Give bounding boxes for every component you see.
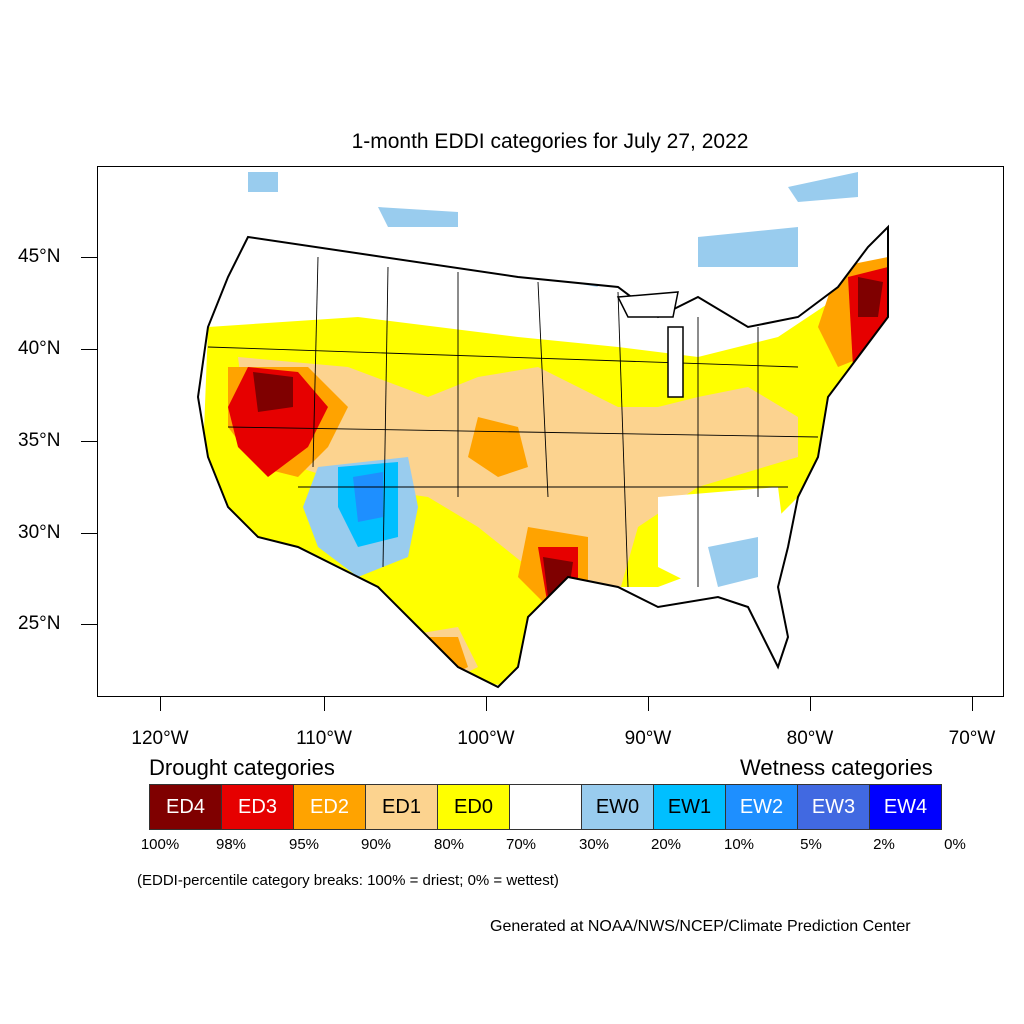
lake-michigan (667, 326, 684, 398)
ed3-region-west (228, 367, 328, 477)
break-label: 95% (288, 836, 320, 853)
lon-tick (324, 697, 325, 711)
ed4-region-nevada (253, 372, 293, 412)
break-label: 2% (873, 836, 895, 853)
break-label: 20% (650, 836, 682, 853)
credit-line: Generated at NOAA/NWS/NCEP/Climate Predi… (490, 918, 911, 935)
break-label: 98% (215, 836, 247, 853)
great-lakes (616, 291, 679, 318)
ed4-region-maine (858, 277, 883, 317)
legend-cell-normal (509, 784, 582, 830)
eddi-map (196, 172, 889, 689)
ed1-region (238, 357, 798, 597)
state-borders (207, 256, 819, 588)
lon-label: 100°W (457, 728, 515, 749)
coastline (196, 224, 889, 689)
ew0-region-canada-east (698, 227, 798, 267)
lon-label: 80°W (786, 728, 834, 749)
lon-tick (486, 697, 487, 711)
break-label: 10% (723, 836, 755, 853)
lat-tick (81, 441, 97, 442)
legend-cell-ew0: EW0 (581, 784, 654, 830)
ew0-region-canada-northeast (788, 172, 858, 202)
lon-label: 120°W (131, 728, 189, 749)
legend-cell-ew2: EW2 (725, 784, 798, 830)
drought-heading: Drought categories (149, 755, 335, 780)
lat-label: 45°N (18, 246, 61, 267)
category-note: (EDDI-percentile category breaks: 100% =… (137, 872, 559, 889)
ew0-region-canada-west (248, 172, 278, 192)
legend-cell-ed4: ED4 (149, 784, 222, 830)
break-label: 30% (578, 836, 610, 853)
lon-label: 70°W (948, 728, 996, 749)
lat-label: 40°N (18, 338, 61, 359)
category-legend: ED4 ED3 ED2 ED1 ED0 EW0 EW1 EW2 EW3 EW4 (149, 784, 942, 830)
lon-tick (810, 697, 811, 711)
break-label: 70% (505, 836, 537, 853)
lat-label: 25°N (18, 613, 61, 634)
legend-cell-ed3: ED3 (221, 784, 294, 830)
break-label: 80% (433, 836, 465, 853)
lon-label: 110°W (296, 728, 352, 749)
lon-tick (160, 697, 161, 711)
wetness-heading: Wetness categories (740, 755, 933, 780)
break-label: 90% (360, 836, 392, 853)
ew2-region-north (468, 227, 558, 277)
lon-label: 90°W (624, 728, 672, 749)
break-label: 0% (944, 836, 966, 853)
ew2-region-southwest (353, 472, 383, 522)
ew0-region-canada-central (378, 207, 458, 227)
legend-cell-ew4: EW4 (869, 784, 942, 830)
break-label: 5% (800, 836, 822, 853)
break-label: 100% (140, 836, 180, 853)
lat-label: 30°N (18, 522, 61, 543)
ew0-region-southeast (708, 537, 758, 587)
lat-label: 35°N (18, 430, 61, 451)
legend-cell-ew3: EW3 (797, 784, 870, 830)
map-frame (97, 166, 1004, 697)
map-title: 1-month EDDI categories for July 27, 202… (351, 130, 749, 153)
legend-cell-ed1: ED1 (365, 784, 438, 830)
lon-tick (972, 697, 973, 711)
legend-cell-ed0: ED0 (437, 784, 510, 830)
legend-cell-ew1: EW1 (653, 784, 726, 830)
lat-tick (81, 349, 97, 350)
legend-cell-ed2: ED2 (293, 784, 366, 830)
lat-tick (81, 257, 97, 258)
lat-tick (81, 533, 97, 534)
lon-tick (648, 697, 649, 711)
lat-tick (81, 624, 97, 625)
